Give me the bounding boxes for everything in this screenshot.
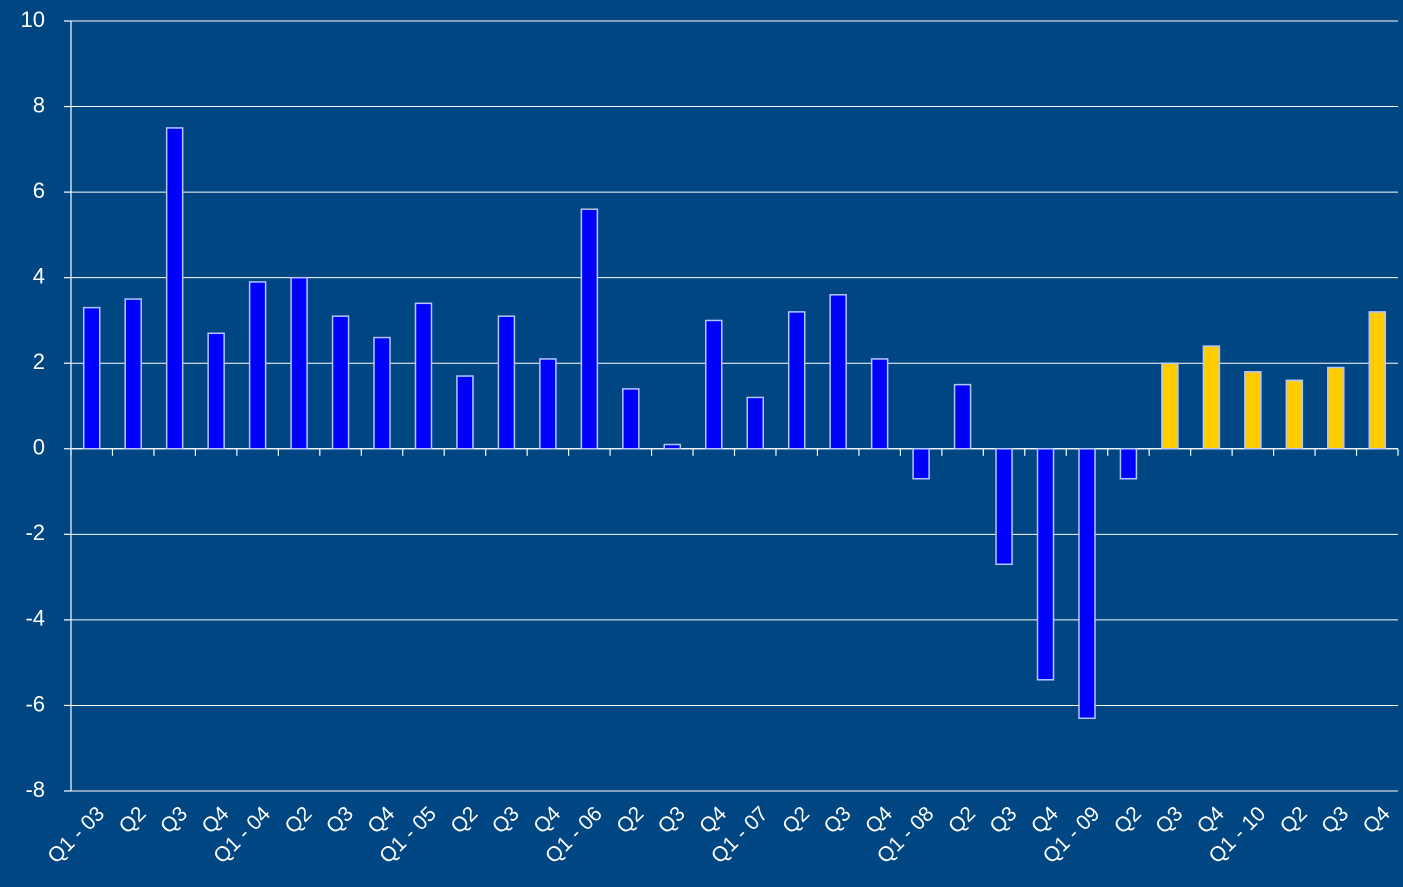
bar [663, 443, 682, 450]
bar [124, 298, 142, 450]
bar [539, 358, 557, 450]
y-tick-label: -4 [25, 606, 45, 631]
bar [870, 358, 889, 450]
bar [456, 375, 474, 450]
x-tick-label: Q3 [820, 802, 856, 838]
x-tick-label: Q3 [654, 802, 690, 838]
bar [912, 448, 930, 480]
x-tick-label: Q2 [115, 802, 151, 838]
x-tick-label: Q2 [612, 802, 648, 838]
x-tick-label: Q3 [156, 802, 192, 838]
bar [1327, 366, 1345, 450]
bar [373, 336, 391, 450]
bar [705, 319, 723, 450]
bar [165, 127, 184, 450]
bar [787, 311, 806, 450]
bar [1078, 448, 1096, 720]
x-tick-label: Q3 [1317, 802, 1353, 838]
bar [1161, 362, 1179, 450]
bar [1244, 371, 1262, 450]
bar [580, 208, 599, 450]
bar [248, 281, 267, 450]
bar [1119, 448, 1138, 480]
bar [953, 383, 972, 450]
y-tick-label: -6 [25, 691, 45, 716]
bar [497, 315, 516, 450]
x-tick-label: Q2 [944, 802, 980, 838]
bar [1036, 448, 1055, 681]
x-tick-label: Q2 [446, 802, 482, 838]
x-tick-label: Q3 [1151, 802, 1187, 838]
bar [1285, 379, 1304, 450]
bar [331, 315, 350, 450]
bar [414, 302, 433, 450]
y-tick-label: 8 [33, 92, 45, 117]
y-tick-label: 10 [21, 7, 45, 32]
x-tick-label: Q2 [778, 802, 814, 838]
y-tick-label: -2 [25, 520, 45, 545]
bar [622, 388, 640, 450]
y-tick-label: 4 [33, 263, 45, 288]
bar [290, 276, 308, 450]
bar [1368, 311, 1387, 450]
x-tick-label: Q2 [280, 802, 316, 838]
y-tick-label: 2 [33, 349, 45, 374]
bar [1202, 345, 1221, 450]
bar [207, 332, 225, 450]
y-tick-label: 0 [33, 435, 45, 460]
bar [82, 306, 101, 450]
x-tick-label: Q3 [488, 802, 524, 838]
y-tick-label: 6 [33, 178, 45, 203]
x-tick-label: Q3 [985, 802, 1021, 838]
bar [829, 294, 847, 450]
x-tick-label: Q4 [1359, 802, 1395, 838]
y-tick-label: -8 [25, 777, 45, 802]
x-tick-label: Q1 - 03 [43, 802, 109, 868]
x-tick-label: Q3 [322, 802, 358, 838]
x-tick-label: Q2 [1276, 802, 1312, 838]
bar [746, 396, 764, 450]
x-tick-label: Q2 [1110, 802, 1146, 838]
bar [995, 448, 1013, 566]
